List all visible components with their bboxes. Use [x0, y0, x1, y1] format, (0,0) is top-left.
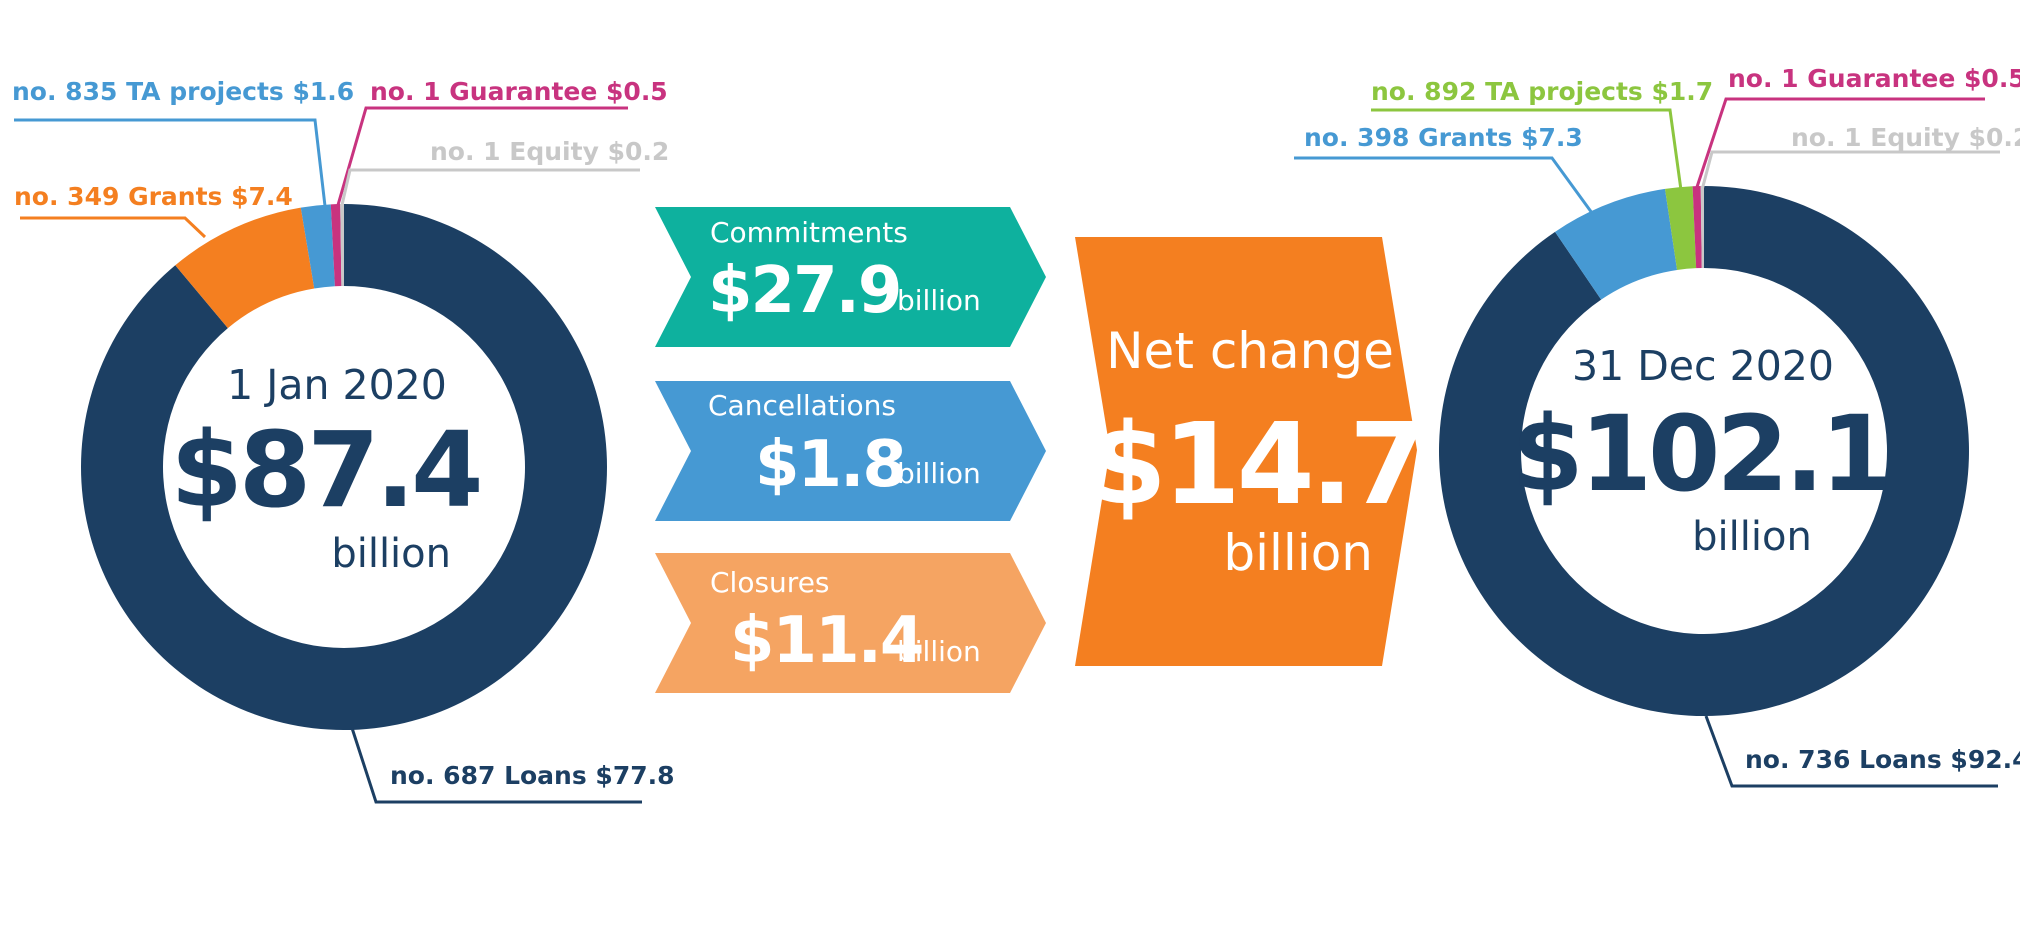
donut-slice-0 [1438, 186, 1969, 716]
end-unit: billion [1692, 514, 1812, 560]
flow-title-commitments: Commitments [710, 216, 908, 249]
donut-slice-4 [340, 204, 344, 287]
leader-line-0 [1704, 715, 1998, 788]
slice-label-0: no. 687 Loans $77.8 [390, 761, 675, 790]
arrow-shape-commitments [655, 207, 1046, 347]
leader-line-3 [336, 106, 628, 206]
leader-line-2 [1371, 108, 1683, 191]
donut-slice-1 [1555, 188, 1678, 300]
donut-start-center: 1 Jan 2020 $87.4 billion [171, 361, 484, 577]
slice-label-3: no. 1 Guarantee $0.5 [1728, 64, 2020, 93]
donut-slice-0 [81, 204, 608, 731]
slice-label-1: no. 349 Grants $7.4 [14, 182, 293, 211]
donut-chart-end: no. 736 Loans $92.4 no. 398 Grants $7.3 no… [1294, 64, 2020, 788]
donut-slice-4 [1700, 186, 1704, 269]
donut-chart-start: no. 687 Loans $77.8 no. 349 Grants $7.4 no… [12, 77, 675, 804]
net-change-panel: Net change $14.7 billion [1075, 237, 1427, 666]
arrow-shape-closures [655, 553, 1046, 693]
slice-label-2: no. 892 TA projects $1.7 [1371, 77, 1713, 106]
net-change-unit: billion [1223, 524, 1373, 582]
slice-label-1: no. 398 Grants $7.3 [1304, 123, 1583, 152]
leader-line-4 [1700, 150, 2000, 191]
flow-value-cancellations: $1.8 [755, 428, 905, 502]
flow-closures: Closures $11.4 billion [655, 553, 1046, 693]
slice-label-4: no. 1 Equity $0.2 [430, 137, 669, 166]
end-date: 31 Dec 2020 [1572, 342, 1834, 390]
flow-cancellations: Cancellations $1.8 billion [655, 381, 1046, 521]
leader-line-1 [20, 216, 207, 239]
start-unit: billion [331, 531, 451, 577]
donut-end-center: 31 Dec 2020 $102.1 billion [1511, 342, 1892, 560]
net-change-title: Net change [1106, 322, 1394, 380]
flow-unit-commitments: billion [897, 284, 981, 317]
flow-value-closures: $11.4 [730, 604, 922, 678]
leader-line-2 [14, 118, 327, 207]
slice-label-3: no. 1 Guarantee $0.5 [370, 77, 668, 106]
slice-label-2: no. 835 TA projects $1.6 [12, 77, 354, 106]
leader-line-4 [340, 168, 640, 206]
flow-unit-closures: billion [897, 635, 981, 668]
donut-slice-2 [300, 204, 335, 289]
start-date: 1 Jan 2020 [227, 361, 447, 409]
leader-line-3 [1694, 97, 1985, 191]
donut-slice-3 [1692, 186, 1702, 269]
flow-title-closures: Closures [710, 566, 830, 599]
arrow-shape-cancellations [655, 381, 1046, 521]
slice-label-4: no. 1 Equity $0.2 [1791, 123, 2020, 152]
donut-slice-3 [330, 204, 342, 287]
leader-line-1 [1294, 156, 1594, 214]
slice-label-0: no. 736 Loans $92.4 [1745, 745, 2020, 774]
flow-unit-cancellations: billion [897, 457, 981, 490]
flow-title-cancellations: Cancellations [708, 389, 896, 422]
end-total: $102.1 [1511, 393, 1888, 515]
leader-line-0 [350, 727, 642, 804]
donut-slice-1 [175, 207, 315, 329]
flow-value-commitments: $27.9 [708, 254, 900, 328]
net-change-shape [1075, 237, 1417, 666]
start-total: $87.4 [171, 409, 480, 531]
flow-commitments: Commitments $27.9 billion [655, 207, 1046, 347]
net-change-value: $14.7 [1089, 400, 1423, 530]
donut-slice-2 [1665, 186, 1697, 270]
